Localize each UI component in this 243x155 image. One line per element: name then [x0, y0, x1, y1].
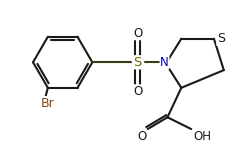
Text: S: S — [134, 56, 142, 69]
Text: Br: Br — [41, 97, 55, 110]
Text: N: N — [160, 56, 169, 69]
Text: O: O — [133, 85, 142, 98]
Text: O: O — [133, 27, 142, 40]
Text: OH: OH — [193, 130, 211, 143]
Text: O: O — [138, 130, 147, 143]
Text: S: S — [217, 32, 225, 45]
